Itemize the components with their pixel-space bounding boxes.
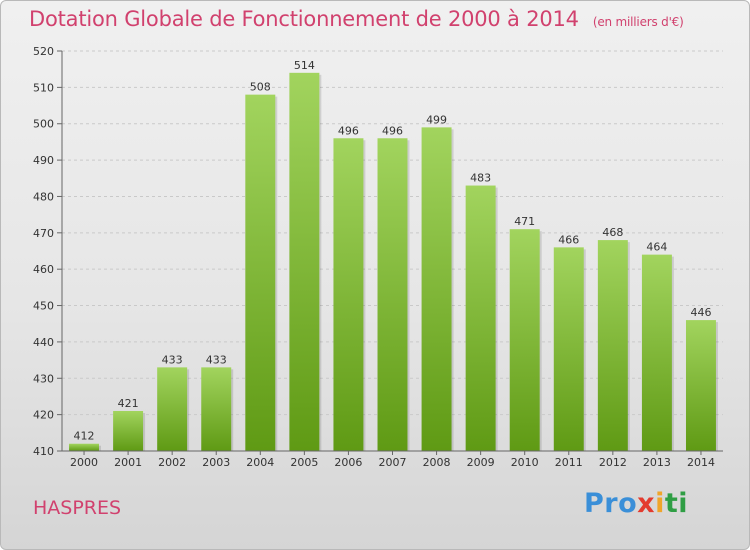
y-tick-label: 460 — [33, 263, 54, 276]
bar-2014 — [685, 320, 716, 451]
bar-value-label: 433 — [162, 353, 183, 366]
bar-value-label: 446 — [690, 306, 711, 319]
x-tick-label: 2010 — [511, 456, 539, 469]
y-tick-label: 490 — [33, 154, 54, 167]
town-name: HASPRES — [33, 497, 122, 519]
x-tick-label: 2014 — [687, 456, 715, 469]
bar-2012 — [597, 240, 628, 451]
bar-2006 — [333, 138, 364, 452]
x-tick-label: 2013 — [643, 456, 671, 469]
bar-2007 — [377, 138, 408, 452]
x-tick-label: 2005 — [290, 456, 318, 469]
y-tick-label: 500 — [33, 118, 54, 131]
x-tick-label: 2011 — [555, 456, 583, 469]
bar-2010 — [509, 229, 540, 451]
bar-value-label: 496 — [382, 124, 403, 137]
y-tick-label: 470 — [33, 227, 54, 240]
y-tick-label: 480 — [33, 190, 54, 203]
y-tick-label: 440 — [33, 336, 54, 349]
y-tick-label: 420 — [33, 409, 54, 422]
bar-2005 — [289, 72, 320, 452]
y-tick-label: 430 — [33, 372, 54, 385]
bar-2001 — [113, 411, 144, 451]
logo-part-3: i — [655, 488, 665, 519]
bar-value-label: 433 — [206, 353, 227, 366]
y-tick-label: 510 — [33, 81, 54, 94]
y-tick-label: 410 — [33, 445, 54, 458]
proxiti-logo: Proxiti — [584, 488, 688, 519]
x-tick-label: 2000 — [70, 456, 98, 469]
bar-2011 — [553, 247, 584, 451]
x-tick-label: 2006 — [334, 456, 362, 469]
x-tick-label: 2004 — [246, 456, 274, 469]
bar-2008 — [421, 127, 452, 451]
bar-value-label: 499 — [426, 113, 447, 126]
bar-2004 — [245, 94, 276, 452]
bar-value-label: 496 — [338, 124, 359, 137]
x-tick-label: 2012 — [599, 456, 627, 469]
x-tick-label: 2008 — [423, 456, 451, 469]
logo-part-1: Pro — [584, 488, 638, 519]
bar-value-label: 483 — [470, 172, 491, 185]
bar-value-label: 466 — [558, 233, 579, 246]
axis-layer: 410 420 430 440 450 460 470 480 490 500 510 520 2000… — [33, 45, 723, 469]
bar-value-label: 464 — [646, 241, 667, 254]
chart-title: Dotation Globale de Fonctionnement de 20… — [29, 7, 684, 31]
bar-layer: 412 421 433 433 508 514 496 496 499 483 471 466 468 4… — [69, 59, 718, 452]
bar-2000 — [69, 443, 100, 451]
x-tick-label: 2001 — [114, 456, 142, 469]
bar-value-label: 412 — [74, 430, 95, 443]
y-tick-label: 520 — [33, 45, 54, 58]
bar-value-label: 468 — [602, 226, 623, 239]
bar-2002 — [157, 367, 188, 451]
chart-title-text: Dotation Globale de Fonctionnement de 20… — [29, 7, 579, 31]
bar-value-label: 471 — [514, 215, 535, 228]
bar-2013 — [641, 254, 672, 451]
bar-2009 — [465, 185, 496, 451]
logo-part-4: ti — [664, 488, 689, 519]
bar-value-label: 508 — [250, 81, 271, 94]
bar-value-label: 514 — [294, 59, 315, 72]
x-tick-label: 2007 — [379, 456, 407, 469]
logo-part-2: x — [637, 488, 656, 519]
x-tick-label: 2009 — [467, 456, 495, 469]
chart-subtitle: (en milliers d'€) — [592, 15, 684, 29]
x-tick-label: 2003 — [202, 456, 230, 469]
bar-2003 — [201, 367, 232, 451]
y-tick-label: 450 — [33, 300, 54, 313]
x-tick-label: 2002 — [158, 456, 186, 469]
bar-value-label: 421 — [118, 397, 139, 410]
